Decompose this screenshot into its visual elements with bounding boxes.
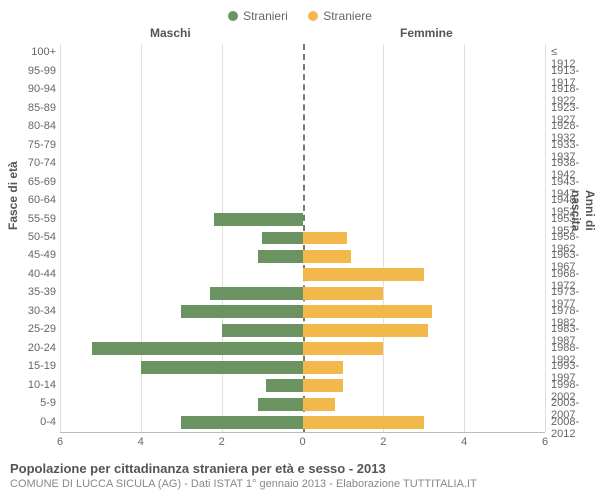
plot-area: 6420246100+≤ 191295-991913-191790-941918… <box>60 44 545 432</box>
y-left-label: 85-89 <box>20 102 56 114</box>
y-left-label: 40-44 <box>20 268 56 280</box>
bar-row <box>60 358 545 376</box>
y-left-label: 90-94 <box>20 83 56 95</box>
legend-swatch-male <box>228 11 238 21</box>
caption-subtitle: COMUNE DI LUCCA SICULA (AG) - Dati ISTAT… <box>10 478 477 490</box>
y-left-label: 5-9 <box>20 397 56 409</box>
bar-row <box>60 62 545 80</box>
y-axis-left-title: Fasce di età <box>6 161 20 230</box>
y-left-label: 0-4 <box>20 416 56 428</box>
legend-item-female: Straniere <box>308 9 372 23</box>
bar-female <box>303 416 424 429</box>
y-left-label: 60-64 <box>20 194 56 206</box>
bar-row <box>60 229 545 247</box>
bar-female <box>303 398 335 411</box>
bar-female <box>303 305 432 318</box>
legend: Stranieri Straniere <box>0 0 600 30</box>
bar-male <box>214 213 303 226</box>
y-left-label: 80-84 <box>20 120 56 132</box>
y-left-label: 20-24 <box>20 342 56 354</box>
x-tick: 2 <box>219 436 225 448</box>
bar-male <box>266 379 302 392</box>
bar-row <box>60 377 545 395</box>
bar-female <box>303 342 384 355</box>
bar-male <box>92 342 302 355</box>
bar-row <box>60 284 545 302</box>
bar-male <box>258 250 302 263</box>
y-left-label: 65-69 <box>20 176 56 188</box>
bar-male <box>210 287 303 300</box>
y-left-label: 50-54 <box>20 231 56 243</box>
bar-row <box>60 155 545 173</box>
y-left-label: 10-14 <box>20 379 56 391</box>
legend-item-male: Stranieri <box>228 9 288 23</box>
x-tick: 2 <box>380 436 386 448</box>
header-female: Femmine <box>400 26 453 40</box>
bar-female <box>303 324 428 337</box>
bar-row <box>60 321 545 339</box>
bar-row <box>60 303 545 321</box>
bar-female <box>303 361 343 374</box>
y-left-label: 55-59 <box>20 213 56 225</box>
bar-row <box>60 99 545 117</box>
bar-row <box>60 210 545 228</box>
bar-row <box>60 395 545 413</box>
y-left-label: 35-39 <box>20 286 56 298</box>
y-left-label: 75-79 <box>20 139 56 151</box>
legend-label-male: Stranieri <box>243 9 288 23</box>
bar-row <box>60 247 545 265</box>
y-left-label: 45-49 <box>20 249 56 261</box>
x-tick: 0 <box>299 436 305 448</box>
header-male: Maschi <box>150 26 191 40</box>
bar-male <box>181 305 302 318</box>
bar-row <box>60 266 545 284</box>
y-left-label: 25-29 <box>20 323 56 335</box>
bar-female <box>303 268 424 281</box>
x-tick: 4 <box>138 436 144 448</box>
gridline <box>545 44 546 432</box>
bar-male <box>181 416 302 429</box>
bar-row <box>60 414 545 432</box>
bar-male <box>262 232 302 245</box>
y-left-label: 30-34 <box>20 305 56 317</box>
bar-male <box>258 398 302 411</box>
x-tick: 6 <box>542 436 548 448</box>
bar-row <box>60 192 545 210</box>
bar-row <box>60 44 545 62</box>
y-left-label: 15-19 <box>20 360 56 372</box>
y-left-label: 100+ <box>20 46 56 58</box>
bar-row <box>60 81 545 99</box>
caption-title: Popolazione per cittadinanza straniera p… <box>10 461 477 476</box>
bar-female <box>303 232 347 245</box>
caption: Popolazione per cittadinanza straniera p… <box>10 461 477 490</box>
y-left-label: 95-99 <box>20 65 56 77</box>
bar-row <box>60 136 545 154</box>
legend-swatch-female <box>308 11 318 21</box>
x-tick: 4 <box>461 436 467 448</box>
x-axis-line <box>60 432 545 433</box>
bar-row <box>60 340 545 358</box>
bar-female <box>303 379 343 392</box>
y-left-label: 70-74 <box>20 157 56 169</box>
y-right-label: 2008-2012 <box>551 416 579 440</box>
bar-male <box>141 361 303 374</box>
bar-row <box>60 118 545 136</box>
bar-male <box>222 324 303 337</box>
bar-female <box>303 287 384 300</box>
legend-label-female: Straniere <box>323 9 372 23</box>
bar-female <box>303 250 352 263</box>
x-tick: 6 <box>57 436 63 448</box>
bar-row <box>60 173 545 191</box>
